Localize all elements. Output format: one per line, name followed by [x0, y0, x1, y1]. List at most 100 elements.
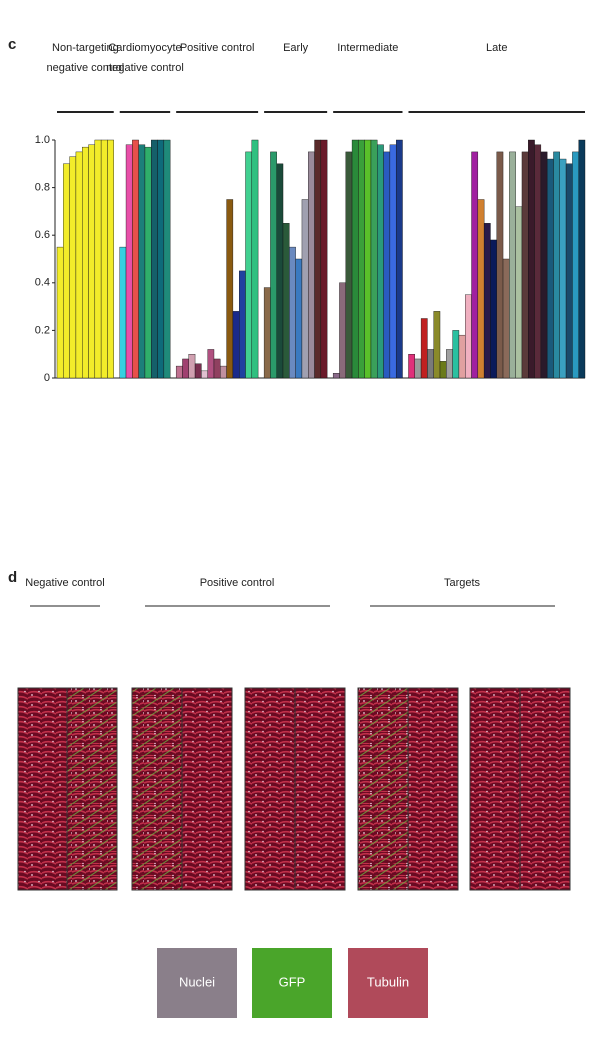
bar	[377, 144, 384, 379]
section-title: Positive control	[200, 577, 275, 589]
group-label: Positive control	[180, 42, 255, 54]
micrograph	[469, 687, 521, 891]
bar	[528, 139, 535, 379]
bar	[553, 151, 560, 379]
bar	[175, 365, 183, 379]
bar	[370, 139, 378, 379]
bar	[157, 139, 165, 379]
y-tick-label: 1.0	[35, 134, 50, 146]
bar	[572, 151, 579, 379]
micrographs	[17, 687, 571, 891]
bar	[565, 163, 573, 379]
bar	[213, 358, 221, 379]
bar	[383, 151, 391, 379]
bar	[163, 139, 171, 379]
bar	[194, 363, 202, 379]
bar	[94, 139, 102, 379]
bar	[490, 239, 497, 379]
bar	[100, 139, 108, 379]
y-tick-label: 0.4	[35, 277, 50, 289]
bar	[263, 287, 271, 379]
micrograph	[407, 687, 459, 891]
bar	[408, 354, 415, 379]
section-title: Negative control	[25, 577, 105, 589]
bar	[465, 294, 472, 379]
bar	[56, 246, 64, 379]
legend-label: Nuclei	[179, 974, 215, 989]
bar	[420, 318, 428, 379]
bar	[207, 349, 215, 379]
group-label: Late	[486, 42, 507, 54]
bar	[301, 199, 309, 379]
bar	[427, 349, 434, 379]
legend-label: Tubulin	[367, 974, 409, 989]
legend-swatch	[252, 948, 332, 1018]
bar	[232, 311, 240, 379]
micrograph	[66, 687, 118, 891]
bar	[270, 151, 277, 379]
bar	[452, 330, 460, 379]
bar	[151, 139, 158, 379]
y-tick-label: 0.8	[35, 182, 50, 194]
micrograph	[17, 687, 68, 891]
bar	[226, 199, 234, 379]
panel-label: c	[8, 36, 16, 53]
bar	[251, 139, 259, 379]
bar	[220, 365, 227, 379]
bar	[308, 151, 315, 379]
bar	[332, 373, 340, 379]
bar	[389, 144, 397, 379]
bar	[477, 199, 485, 379]
bar	[182, 358, 189, 379]
section-title: Targets	[444, 577, 481, 589]
bar	[446, 349, 453, 379]
bar	[364, 139, 372, 379]
group-label: Cardiomyocyte	[108, 42, 181, 54]
micrograph	[131, 687, 183, 891]
bar	[534, 144, 542, 379]
group-label: Non-targeting	[52, 42, 119, 54]
group-label: Intermediate	[337, 42, 398, 54]
bar	[63, 163, 70, 379]
bar	[107, 139, 114, 379]
bar	[339, 282, 346, 379]
bar	[125, 144, 133, 379]
bar	[515, 206, 523, 379]
bar	[521, 151, 529, 379]
bar	[458, 334, 466, 379]
bar	[502, 258, 510, 379]
legend-swatch	[157, 948, 237, 1018]
group-label: negative control	[47, 62, 125, 74]
bar	[144, 146, 152, 379]
bar	[509, 151, 516, 379]
micrograph	[519, 687, 571, 891]
bar	[320, 139, 328, 379]
bar	[496, 151, 504, 379]
bar	[314, 139, 322, 379]
bar	[351, 139, 359, 379]
bar	[471, 151, 479, 379]
bar	[82, 146, 89, 379]
bar	[276, 163, 284, 379]
micrograph	[294, 687, 346, 891]
bar	[245, 151, 253, 379]
legend-swatch	[348, 948, 428, 1018]
bar	[578, 139, 586, 379]
bar	[540, 151, 548, 379]
bar	[483, 223, 491, 379]
bar	[88, 144, 96, 379]
bar	[75, 151, 83, 379]
bar	[414, 358, 422, 379]
bar	[433, 311, 441, 379]
bar	[546, 158, 554, 379]
bar	[559, 158, 567, 379]
bar	[295, 258, 303, 379]
bar	[119, 246, 127, 379]
bar	[132, 139, 139, 379]
bar	[138, 144, 146, 379]
bar	[345, 151, 353, 379]
panel-label: d	[8, 569, 17, 586]
y-tick-label: 0	[44, 372, 50, 384]
